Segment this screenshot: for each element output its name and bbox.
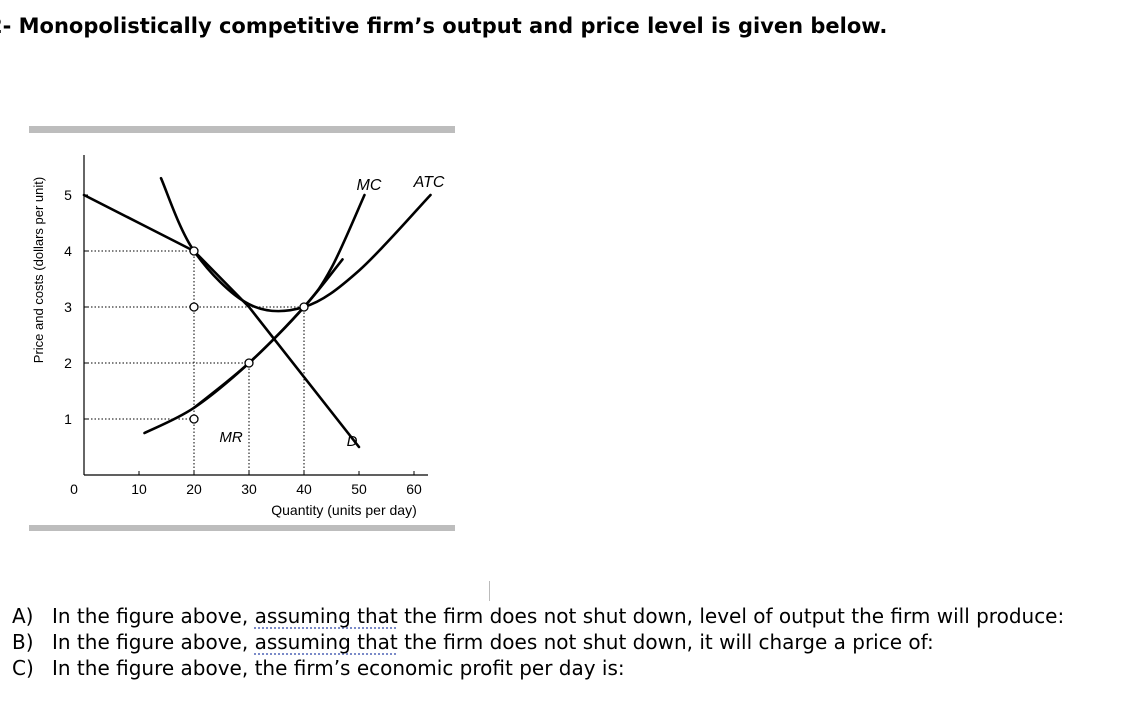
atc-label: ATC	[413, 174, 445, 191]
marked-point-1	[189, 302, 199, 312]
x-tick-label-30: 30	[241, 481, 257, 497]
spell-flag: assuming that	[254, 630, 398, 654]
chart: 0 10 20 30 40 50 60 1 2 3 4 5 Price and costs (doll…	[29, 126, 455, 531]
curve-d	[82, 193, 361, 449]
guide-lines	[84, 250, 305, 475]
question-text: In the figure above, the firm’s economic…	[52, 655, 1117, 681]
mr-label: MR	[219, 429, 242, 446]
question-text-start: In the figure above,	[52, 604, 255, 628]
mc-label: MC	[357, 177, 382, 194]
x-tick-label-0: 0	[70, 481, 78, 497]
marked-point-0	[189, 246, 199, 256]
y-tick-label-1: 1	[64, 411, 72, 427]
x-tick-label-50: 50	[351, 481, 367, 497]
question-label: A)	[12, 604, 34, 628]
curve-mr	[143, 258, 344, 435]
y-tick-label-3: 3	[64, 299, 72, 315]
question-text-start: In the figure above,	[52, 630, 255, 654]
question-text-end: the firm does not shut down, level of ou…	[397, 604, 1065, 628]
y-tick-label-4: 4	[64, 243, 72, 259]
x-tick-label-40: 40	[296, 481, 312, 497]
marked-point-2	[189, 414, 199, 424]
question-text-end: the firm does not shut down, it will cha…	[397, 630, 934, 654]
y-tick-label-5: 5	[64, 187, 72, 203]
question-a: A) In the figure above, assuming that th…	[12, 603, 1117, 629]
x-tick-label-20: 20	[186, 481, 202, 497]
x-tick-label-10: 10	[131, 481, 147, 497]
bottom-rule	[29, 525, 455, 531]
top-rule	[29, 126, 455, 133]
question-b: B) In the figure above, assuming that th…	[12, 629, 1117, 655]
question-text: In the figure above, assuming that the f…	[52, 629, 1117, 655]
marked-point-4	[299, 302, 309, 312]
question-text-start: In the figure above, the firm’s economic…	[52, 656, 625, 680]
marked-points	[189, 246, 309, 424]
x-axis-label: Quantity (units per day)	[271, 502, 417, 518]
question-c: C) In the figure above, the firm’s econo…	[12, 655, 1117, 681]
question-label: B)	[12, 630, 34, 654]
question-label: C)	[12, 656, 34, 680]
d-label: D	[347, 433, 358, 450]
ticks: 0 10 20 30 40 50 60 1 2 3 4 5	[64, 187, 422, 497]
y-tick-label-2: 2	[64, 355, 72, 371]
page-title: 2- Monopolistically competitive firm’s o…	[0, 14, 888, 38]
question-text: In the figure above, assuming that the f…	[52, 603, 1117, 629]
spell-flag: assuming that	[254, 604, 398, 628]
text-cursor	[489, 581, 490, 601]
marked-point-3	[244, 358, 254, 368]
x-tick-label-60: 60	[406, 481, 422, 497]
curve-mc	[192, 193, 366, 410]
question-list: A) In the figure above, assuming that th…	[12, 603, 1117, 681]
curve-atc	[159, 176, 432, 313]
y-axis-label: Price and costs (dollars per unit)	[31, 177, 46, 363]
curves	[82, 176, 432, 449]
